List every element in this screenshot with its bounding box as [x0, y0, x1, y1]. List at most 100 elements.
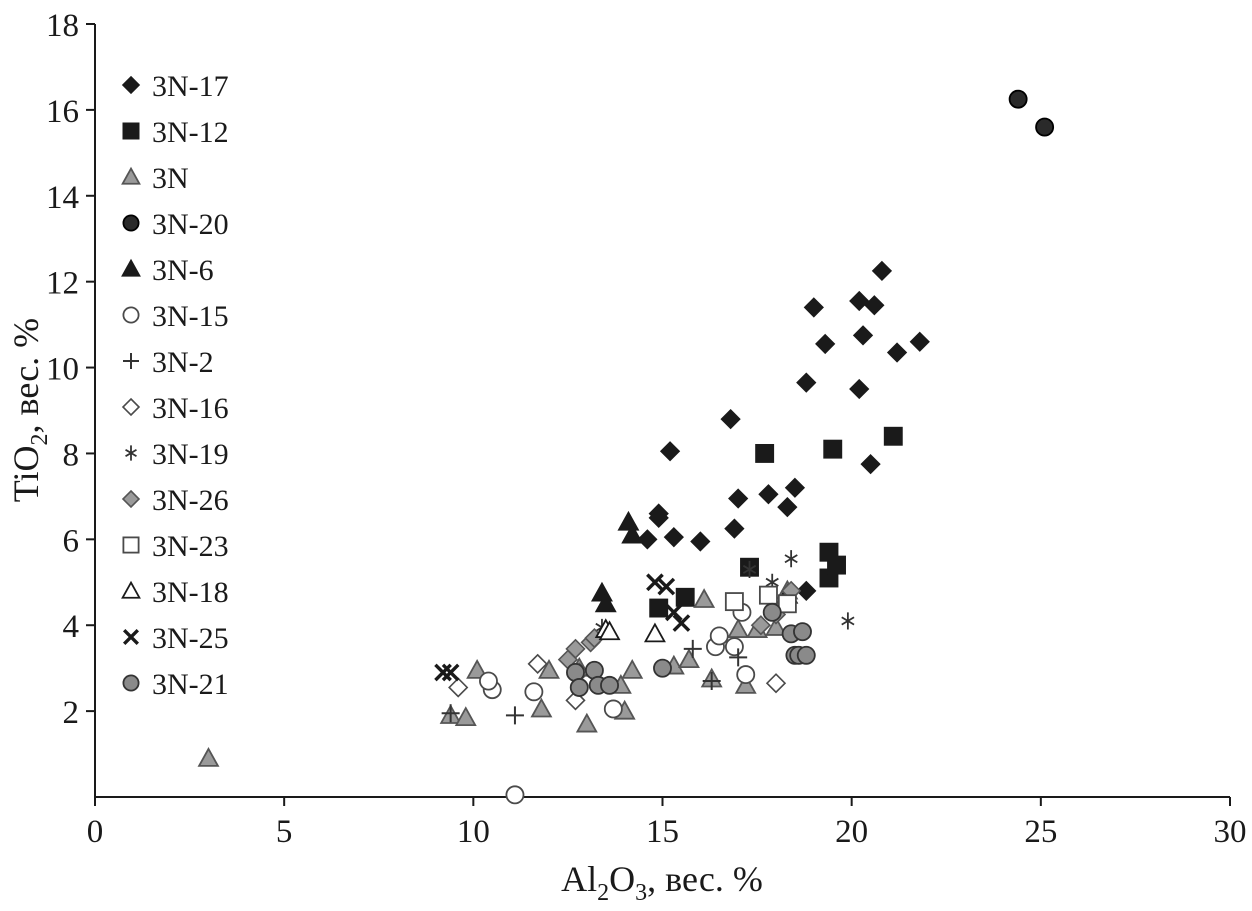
data-point — [466, 659, 489, 679]
data-point — [603, 699, 623, 719]
data-point — [777, 594, 797, 614]
data-point — [871, 260, 893, 282]
data-point — [823, 439, 843, 459]
data-point — [909, 331, 930, 352]
legend-marker — [122, 306, 140, 324]
data-point — [849, 378, 870, 400]
data-point — [727, 618, 750, 638]
y-tick-label: 16 — [46, 94, 79, 130]
data-point — [796, 580, 817, 601]
x-axis-title: Al2O3, вес. % — [561, 859, 763, 906]
y-axis-title: TiO2, вес. % — [6, 318, 53, 502]
legend-marker — [122, 628, 140, 646]
data-point — [527, 653, 548, 675]
data-point — [653, 658, 672, 678]
data-points — [197, 89, 1055, 805]
data-point — [594, 592, 617, 613]
x-tick-label: 5 — [276, 814, 293, 850]
legend-label: 3N-2 — [152, 346, 214, 379]
data-point — [1035, 117, 1055, 137]
data-point — [886, 342, 908, 363]
x-tick-label: 15 — [646, 814, 679, 850]
data-point — [448, 677, 469, 698]
legend-marker — [121, 258, 141, 277]
data-point — [675, 587, 695, 607]
data-point — [648, 507, 669, 528]
data-point — [758, 484, 779, 505]
data-point — [709, 626, 729, 646]
data-point — [678, 648, 700, 669]
data-point — [664, 603, 683, 622]
y-tick-label: 8 — [63, 437, 80, 473]
data-point — [734, 674, 757, 694]
legend-label: 3N-12 — [152, 116, 229, 149]
x-tick-label: 10 — [457, 814, 490, 850]
legend-marker — [121, 489, 141, 509]
data-point — [637, 529, 658, 550]
y-tick-label: 10 — [46, 352, 79, 388]
data-point — [803, 297, 824, 318]
data-point — [750, 615, 771, 636]
data-point — [758, 585, 778, 605]
data-point — [690, 531, 711, 552]
data-point — [672, 614, 691, 632]
data-point — [617, 510, 640, 531]
legend: 3N-17 3N-12 3N 3N-20 3N-6 3N-15 3N-2 3N-16 3N-19… — [121, 70, 229, 701]
data-point — [765, 673, 787, 694]
data-point — [683, 639, 702, 658]
data-point — [883, 426, 903, 446]
data-point — [796, 372, 817, 393]
x-tick-label: 20 — [835, 814, 868, 850]
data-point — [454, 706, 477, 727]
legend-marker — [121, 580, 141, 599]
legend-marker — [122, 536, 140, 554]
data-point — [649, 598, 669, 618]
data-point — [720, 408, 741, 430]
data-point — [524, 682, 544, 702]
data-point — [777, 496, 798, 518]
data-point — [864, 295, 885, 316]
legend-label: 3N-16 — [152, 392, 229, 425]
data-point — [441, 704, 460, 723]
data-point — [657, 577, 676, 596]
data-point — [702, 672, 721, 691]
data-point — [441, 663, 460, 682]
data-point — [724, 518, 745, 539]
legend-marker — [125, 445, 137, 461]
data-point — [505, 706, 524, 725]
y-tick-label: 18 — [46, 8, 79, 44]
legend-marker — [122, 122, 140, 140]
x-tick-label: 30 — [1214, 814, 1247, 850]
x-tick-label: 0 — [87, 814, 104, 850]
y-tick-label: 2 — [63, 695, 80, 731]
legend-label: 3N-17 — [152, 70, 229, 103]
data-point — [849, 290, 870, 312]
data-point — [762, 602, 782, 622]
data-point — [646, 573, 664, 592]
data-point — [575, 712, 598, 733]
y-tick-label: 12 — [46, 266, 79, 302]
data-point — [621, 659, 644, 679]
data-point — [784, 550, 798, 568]
legend-label: 3N-6 — [152, 254, 214, 287]
data-point — [621, 523, 644, 544]
data-point — [729, 648, 748, 667]
data-point — [538, 659, 560, 679]
data-point — [197, 747, 220, 767]
ticks: 0 5 10 15 20 25 30 2 4 6 8 10 12 14 16 18 — [46, 8, 1247, 850]
data-point — [565, 638, 586, 659]
data-point — [724, 592, 744, 612]
data-point — [505, 785, 525, 805]
y-tick-label: 6 — [63, 523, 80, 559]
data-point — [765, 616, 787, 636]
legend-marker — [121, 166, 141, 185]
legend-label: 3N-20 — [152, 208, 229, 241]
data-point — [1008, 89, 1028, 109]
legend-label: 3N-25 — [152, 622, 229, 655]
legend-label: 3N-26 — [152, 484, 229, 517]
data-point — [841, 612, 855, 630]
data-point — [852, 325, 874, 346]
data-point — [784, 477, 806, 498]
legend-label: 3N-15 — [152, 300, 229, 333]
